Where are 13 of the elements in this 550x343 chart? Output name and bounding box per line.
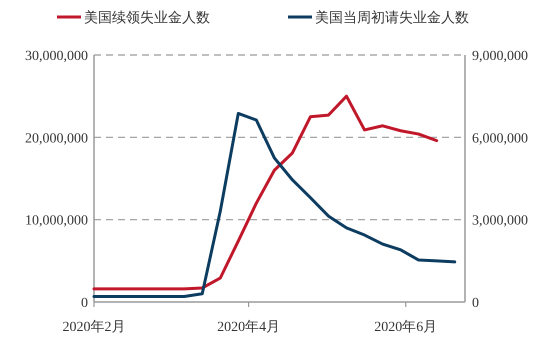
y2-tick-label: 0 bbox=[472, 296, 479, 311]
y2-tick-label: 9,000,000 bbox=[472, 49, 528, 64]
x-tick-label: 2020年4月 bbox=[217, 319, 280, 335]
legend-label: 美国当周初请失业金人数 bbox=[315, 10, 469, 26]
y-tick-label: 0 bbox=[81, 296, 88, 311]
legend-label: 美国续领失业金人数 bbox=[84, 10, 210, 26]
y-tick-label: 10,000,000 bbox=[25, 214, 88, 229]
x-tick-label: 2020年6月 bbox=[374, 319, 438, 335]
x-tick-label: 2020年2月 bbox=[62, 319, 126, 335]
y-tick-label: 20,000,000 bbox=[25, 131, 88, 146]
y2-tick-label: 3,000,000 bbox=[472, 214, 528, 229]
y-tick-label: 30,000,000 bbox=[25, 49, 88, 64]
y2-tick-label: 6,000,000 bbox=[472, 131, 528, 146]
